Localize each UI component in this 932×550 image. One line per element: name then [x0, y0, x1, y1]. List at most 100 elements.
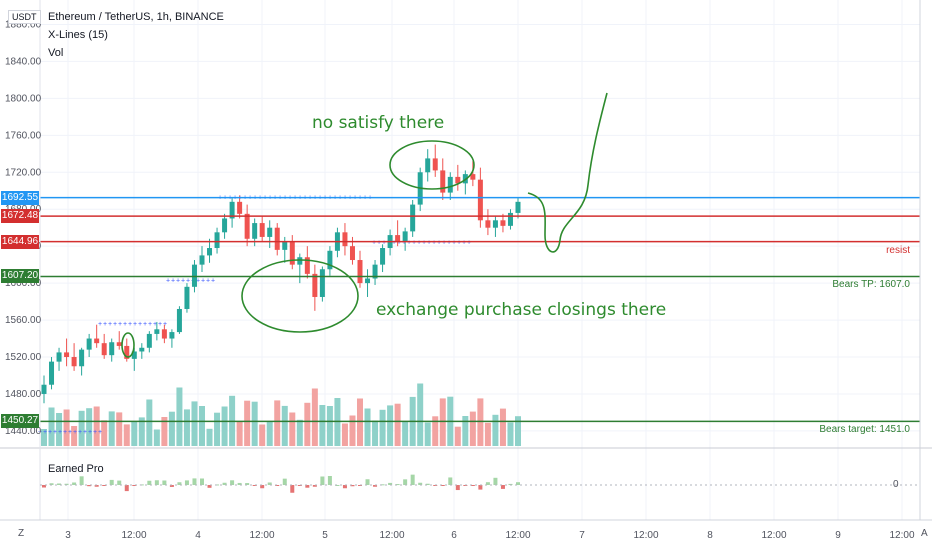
oscillator-bar: [388, 482, 393, 485]
price-tick-label: 1560.00: [5, 315, 42, 326]
oscillator-bars: [42, 474, 520, 493]
level-1644-line-label: resist: [886, 244, 910, 256]
price-axis-labels: 1880.001840.001800.001760.001720.001680.…: [5, 19, 42, 436]
volume-bar: [349, 415, 356, 446]
candle-body: [349, 246, 355, 261]
volume-bar: [191, 401, 198, 446]
candle-body: [282, 241, 288, 250]
oscillator-bar: [184, 480, 189, 485]
xline-marker: +: [73, 429, 77, 436]
volume-bar: [138, 417, 145, 446]
volume-bar: [206, 428, 213, 446]
candle-body: [289, 241, 295, 265]
time-tick-label: 5: [322, 530, 328, 541]
xlines-indicator-label[interactable]: X-Lines (15): [48, 29, 108, 41]
candle-body: [131, 351, 137, 359]
level-1672-price-box: 1672.48: [1, 209, 39, 224]
candle-body: [79, 349, 85, 367]
xline-marker: +: [88, 429, 92, 436]
xline-marker: +: [447, 240, 451, 247]
volume-bar: [379, 409, 386, 446]
volume-bar: [221, 406, 228, 446]
oscillator-bar: [260, 485, 265, 489]
candle-body: [214, 232, 220, 249]
oscillator-bar: [102, 485, 107, 486]
volume-bar: [439, 398, 446, 446]
volume-bar: [296, 419, 303, 446]
volume-bar: [63, 409, 70, 446]
volume-bar: [199, 406, 205, 446]
oscillator-bar: [64, 483, 69, 485]
oscillator-bar: [117, 480, 122, 485]
candle-body: [252, 223, 258, 239]
currency-button[interactable]: USDT: [8, 10, 41, 24]
oscillator-bar: [207, 485, 212, 488]
earned-pro-label[interactable]: Earned Pro: [48, 463, 104, 475]
candle-body: [357, 260, 363, 284]
candle-body: [470, 174, 476, 180]
price-tick-label: 1880.00: [5, 19, 42, 30]
volume-bar: [244, 400, 251, 446]
volume-bar: [454, 426, 461, 446]
time-tick-label: 8: [707, 530, 713, 541]
candle-body: [365, 278, 371, 284]
xline-marker: +: [452, 240, 456, 247]
xline-marker: +: [397, 240, 401, 247]
candle-body: [56, 352, 62, 362]
oscillator-bar: [200, 478, 204, 485]
xline-marker: +: [48, 429, 52, 436]
volume-bar: [462, 416, 469, 446]
candle-body: [64, 352, 70, 358]
candle-body: [222, 218, 228, 233]
timezone-z-button[interactable]: Z: [18, 528, 25, 539]
xline-marker: +: [186, 277, 190, 284]
volume-bar: [326, 406, 333, 446]
price-tick-label: 1840.00: [5, 56, 42, 67]
xline-marker: +: [196, 277, 200, 284]
time-tick-label: 12:00: [379, 530, 404, 541]
volume-bar: [176, 387, 183, 446]
oscillator-bar: [57, 483, 62, 485]
volume-bar: [341, 423, 348, 446]
oscillator-bar: [42, 485, 46, 488]
candle-body: [71, 357, 77, 367]
oscillator-bar: [162, 480, 167, 485]
xline-marker: +: [138, 321, 142, 328]
candlesticks: [41, 144, 521, 404]
candle-body: [410, 204, 416, 232]
level-1644-price-box: 1644.96: [1, 234, 39, 249]
oscillator-bar: [516, 482, 520, 485]
auto-scale-button[interactable]: A: [921, 528, 928, 539]
candle-body: [477, 179, 483, 221]
oscillator-bar: [87, 485, 92, 487]
oscillator-bar: [365, 479, 370, 485]
small-ellipse-drawing: [121, 332, 135, 358]
volume-bar: [274, 400, 281, 446]
xline-marker: +: [153, 321, 157, 328]
volume-bar: [507, 422, 514, 446]
candle-body: [161, 329, 167, 339]
candle-body: [425, 158, 431, 173]
oscillator-bar: [312, 485, 317, 487]
volume-bar: [432, 416, 439, 446]
symbol-title[interactable]: Ethereum / TetherUS, 1h, BINANCE: [48, 11, 224, 23]
oscillator-bar: [177, 482, 182, 485]
oscillator-bar: [327, 476, 332, 485]
volume-bar: [93, 406, 100, 446]
xline-marker: +: [78, 429, 82, 436]
xline-marker: +: [412, 240, 416, 247]
volume-bar: [477, 398, 484, 446]
candle-body: [455, 176, 461, 184]
volume-indicator-label[interactable]: Vol: [48, 47, 64, 59]
oscillator-bar: [94, 485, 99, 487]
xline-marker: +: [108, 321, 112, 328]
xline-marker: +: [163, 321, 167, 328]
candle-body: [380, 248, 386, 265]
candle-body: [154, 329, 160, 334]
oscillator-bar: [373, 485, 378, 487]
price-levels: [40, 196, 920, 423]
xline-marker: +: [442, 240, 446, 247]
volume-bar: [304, 402, 311, 446]
oscillator-bar: [448, 477, 453, 485]
